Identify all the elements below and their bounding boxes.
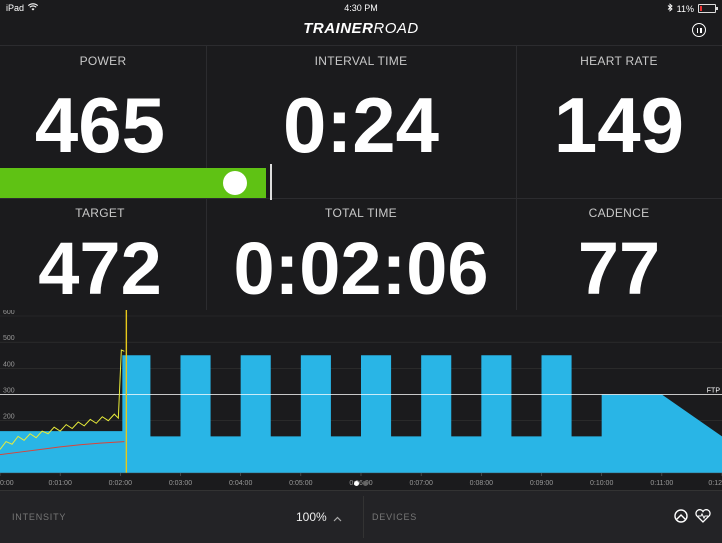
battery-level (700, 6, 702, 11)
heart-rate-value: 149 (553, 81, 685, 169)
power-meter-icon[interactable] (673, 508, 689, 529)
heart-rate-series (0, 441, 125, 456)
ftp-label: FTP (707, 388, 721, 395)
battery-icon (698, 4, 718, 13)
x-tick-label: 0:10:00 (590, 480, 613, 487)
bluetooth-icon (667, 3, 673, 14)
page-dot-active[interactable] (354, 481, 359, 486)
x-tick-label: 0:01:00 (48, 480, 71, 487)
x-tick-label: 0:04:00 (229, 480, 252, 487)
workout-profile-area (0, 355, 722, 473)
brand-logo-light: ROAD (373, 20, 419, 37)
power-label: POWER (79, 54, 127, 68)
y-tick-label: 200 (3, 414, 15, 421)
page-dot[interactable] (363, 481, 368, 486)
brand-logo-bold: TRAINER (303, 20, 374, 37)
x-tick-label: 0:11:00 (650, 480, 673, 487)
x-tick-label: 0:09:00 (530, 480, 553, 487)
pause-icon (696, 27, 698, 33)
status-bar: iPad 4:30 PM 11% (0, 0, 722, 18)
cadence-label: CADENCE (588, 206, 650, 220)
brand-logo: TRAINERROAD (0, 20, 722, 37)
x-tick-label: 0:05:00 (289, 480, 312, 487)
total-time-label: TOTAL TIME (325, 206, 397, 220)
divider (0, 198, 722, 199)
devices-label: DEVICES (372, 512, 418, 522)
wifi-icon (27, 3, 39, 13)
cadence-value: 77 (577, 227, 661, 310)
power-bar-indicator (223, 171, 247, 195)
divider (363, 496, 364, 538)
intensity-label: INTENSITY (12, 512, 67, 522)
power-value: 465 (34, 81, 166, 169)
y-tick-label: 600 (3, 310, 15, 316)
x-tick-label: 0:03:00 (169, 480, 192, 487)
heart-rate-label: HEART RATE (580, 54, 658, 68)
bottom-bar (0, 490, 722, 543)
workout-chart[interactable]: 600 500 400 300 200 FTP 0:00 0:01:00 0:02:00 0:03… (0, 310, 722, 490)
x-tick-label: 0:06:00 (349, 480, 372, 487)
x-tick-label: 0:07:00 (409, 480, 432, 487)
y-tick-label: 300 (3, 388, 15, 395)
chevron-up-icon (333, 511, 342, 525)
power-bar (0, 168, 266, 198)
target-value: 472 (38, 227, 162, 310)
pause-button[interactable] (692, 23, 706, 37)
x-tick-label: 0:00 (0, 480, 14, 487)
power-target-marker (270, 164, 272, 200)
y-tick-label: 500 (3, 335, 15, 342)
y-tick-label: 400 (3, 361, 15, 368)
power-series (0, 349, 125, 450)
x-tick-label: 0:12 (708, 480, 722, 487)
total-time-value: 0:02:06 (233, 227, 489, 310)
device-name: iPad (6, 3, 25, 13)
intensity-value: 100% (296, 510, 327, 524)
status-time: 4:30 PM (344, 3, 378, 13)
interval-time-value: 0:24 (282, 81, 440, 169)
target-label: TARGET (75, 206, 125, 220)
interval-time-label: INTERVAL TIME (314, 54, 408, 68)
x-tick-label: 0:02:00 (109, 480, 132, 487)
intensity-control[interactable]: 100% (296, 510, 342, 525)
battery-percent: 11% (676, 3, 694, 14)
heart-rate-monitor-icon[interactable] (694, 508, 712, 529)
x-tick-label: 0:08:00 (470, 480, 493, 487)
divider (516, 46, 517, 310)
divider (0, 45, 722, 46)
